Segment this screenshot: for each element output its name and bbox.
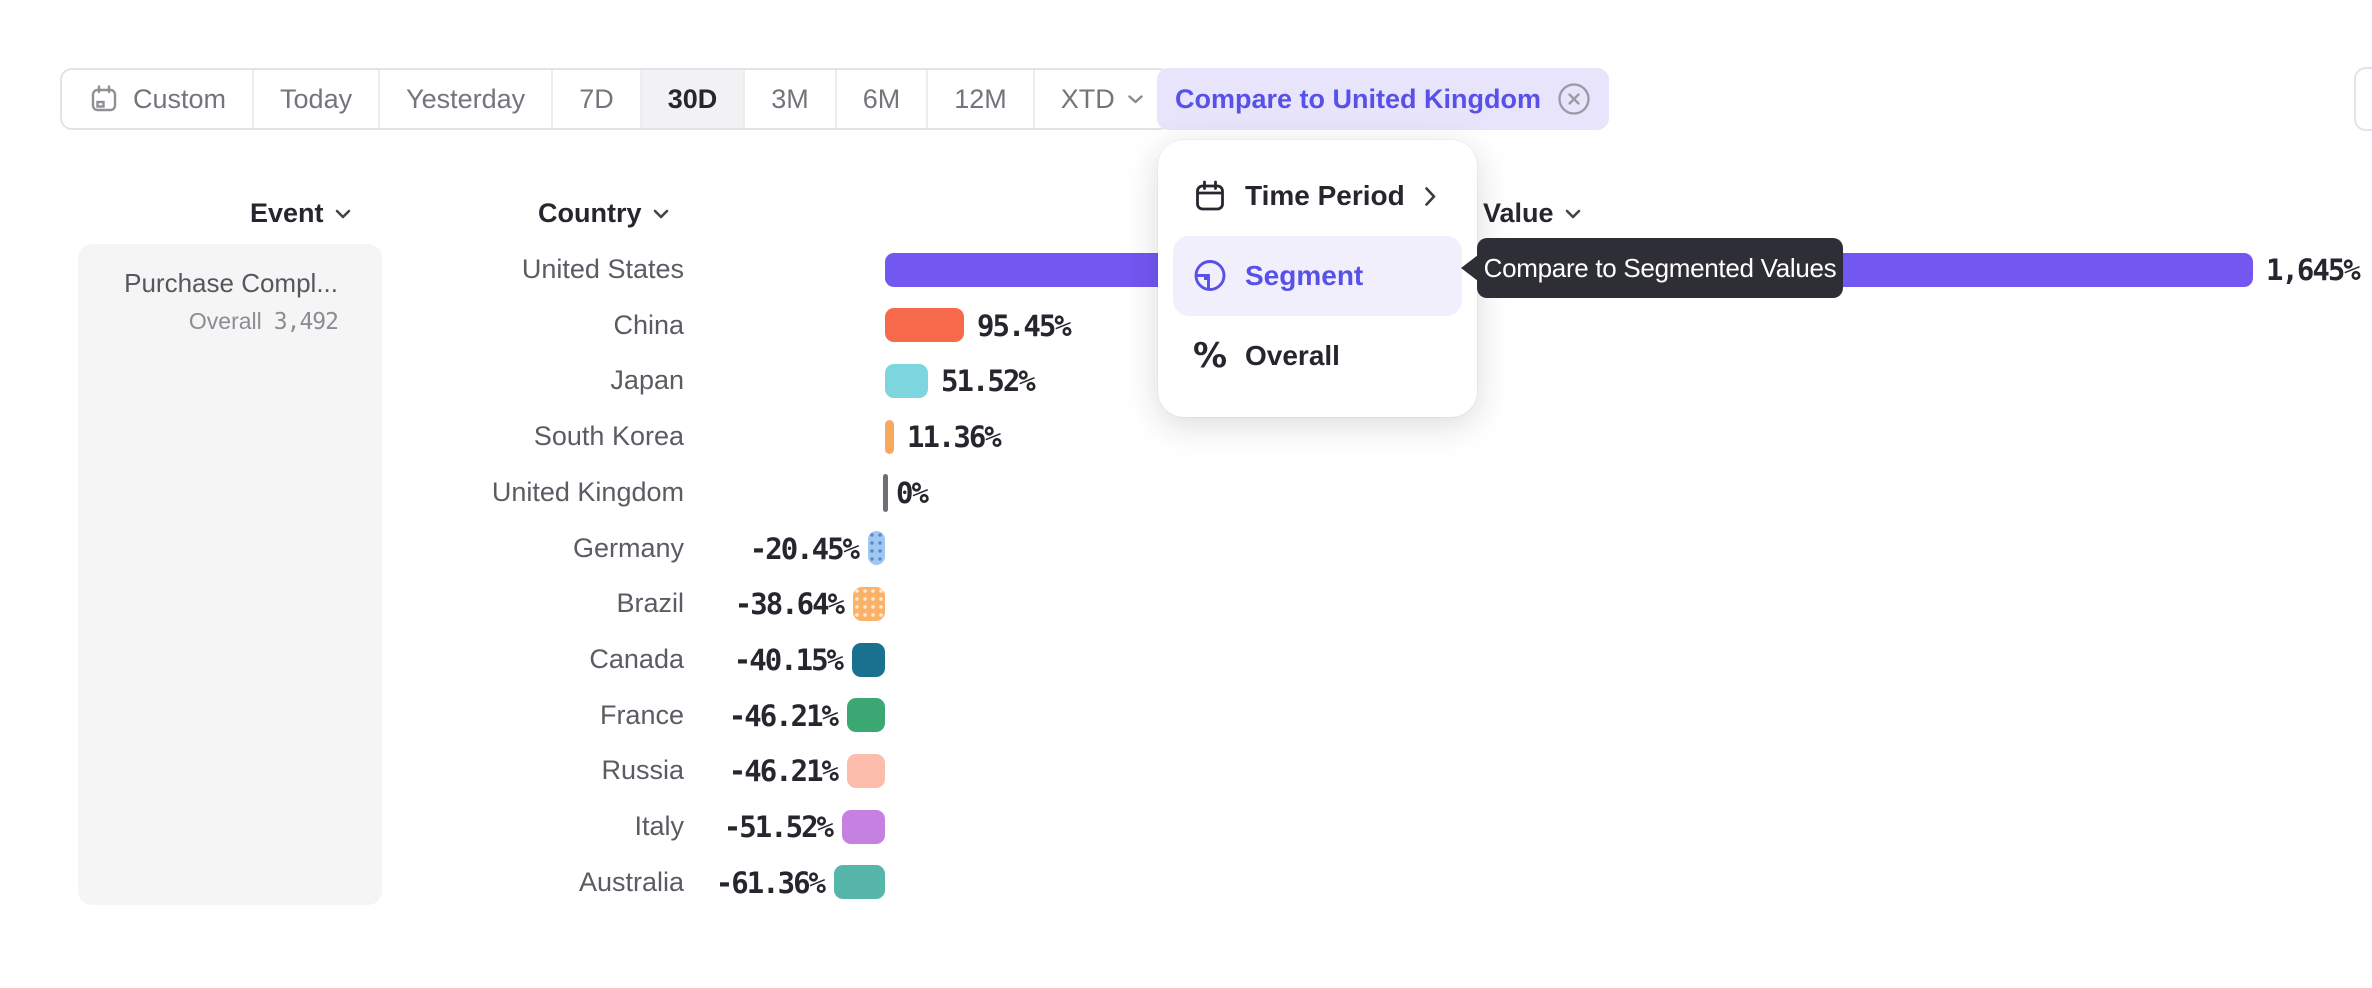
tooltip-text: Compare to Segmented Values [1483,252,1837,283]
chevron-right-icon [1425,186,1436,206]
menu-item-label: Time Period [1245,180,1405,211]
chart-row: Australia -61.36% [0,855,2372,911]
chart-bar[interactable] [883,473,888,512]
chart-bar[interactable] [834,865,885,900]
chevron-down-icon [1128,94,1143,104]
bar-value-label: -61.36% [715,865,826,900]
country-label: France [599,699,684,730]
column-header-country[interactable]: Country [538,198,669,229]
tooltip-arrow-icon [1461,255,1478,281]
country-label: Australia [578,866,684,897]
chart-bar[interactable] [847,754,885,789]
chart-row: Germany -20.45% [0,521,2372,577]
bar-value-label: 1,645% [2266,253,2361,287]
country-label: United Kingdom [491,476,684,507]
range-3m-button[interactable]: 3M [745,70,837,128]
country-label: Canada [589,643,684,674]
country-label: Japan [610,365,684,396]
chart-row: Japan 51.52% [0,353,2372,409]
column-header-event[interactable]: Event [250,198,351,229]
column-header-value[interactable]: Value [1483,198,1581,229]
chart-bar[interactable] [842,809,885,844]
bar-value-label: -38.64% [734,587,845,622]
chart-row: Canada -40.15% [0,632,2372,688]
country-label: Italy [634,811,684,841]
chart-bar[interactable] [885,419,894,454]
event-overall-row: Overall 3,492 [96,308,339,335]
chart-bar[interactable] [885,364,928,399]
range-7d-button[interactable]: 7D [553,70,642,128]
bar-value-label: 51.52% [941,364,1036,399]
range-6m-button[interactable]: 6M [837,70,929,128]
chart-row: China 95.45% [0,298,2372,354]
column-header-label: Value [1483,198,1554,228]
chevron-down-icon [653,209,668,218]
event-name: Purchase Compl... [124,268,338,298]
chart-row: Russia -46.21% [0,743,2372,799]
range-label: 30D [667,83,718,114]
calendar-icon [1192,178,1228,214]
country-label: China [613,309,684,340]
country-label: Brazil [616,588,684,619]
bar-value-label: 95.45% [977,308,1072,343]
chart-bar[interactable] [847,698,885,733]
menu-item-label: Segment [1245,260,1364,291]
segment-icon [1192,258,1228,294]
range-label: XTD [1060,83,1115,114]
tooltip: Compare to Segmented Values [1461,238,1843,298]
menu-item-overall[interactable]: % Overall [1173,316,1462,396]
range-yesterday-button[interactable]: Yesterday [380,70,554,128]
chevron-down-icon [335,209,350,218]
range-12m-button[interactable]: 12M [928,70,1035,128]
chart-row: South Korea 11.36% [0,409,2372,465]
bar-value-label: 0% [896,475,929,510]
column-header-label: Country [538,198,642,228]
overall-label: Overall [188,308,262,334]
menu-item-segment[interactable]: Segment [1173,236,1462,316]
bar-value-label: -20.45% [749,531,860,566]
bar-value-label: -40.15% [733,642,844,677]
menu-item-label: Overall [1245,340,1340,371]
range-custom-button[interactable]: Custom [62,70,255,128]
compare-chip-label: Compare to United Kingdom [1175,83,1541,114]
range-label: Yesterday [406,83,526,114]
range-label: Custom [133,83,227,114]
percent-icon: % [1192,336,1228,376]
country-label: United States [521,254,684,284]
chart-row: United Kingdom 0% [0,465,2372,521]
range-30d-button[interactable]: 30D [641,70,746,128]
event-card[interactable]: Purchase Compl... Overall 3,492 [78,244,382,905]
date-range-toolbar: Custom Today Yesterday 7D 30D 3M 6M 12M … [60,68,1171,130]
bar-value-label: -46.21% [728,698,839,733]
compare-options-menu: Time Period Segment % Overall [1158,140,1477,417]
column-header-label: Event [250,198,324,228]
range-label: 3M [771,83,809,114]
country-label: Germany [572,532,684,563]
chart-row: France -46.21% [0,688,2372,744]
chart-bar[interactable] [852,642,885,677]
bar-value-label: -46.21% [728,754,839,789]
range-xtd-dropdown[interactable]: XTD [1035,70,1169,128]
bar-value-label: 11.36% [907,420,1002,455]
chart-bar[interactable] [885,308,964,343]
range-label: Today [280,83,353,114]
overall-value: 3,492 [273,309,339,335]
clipped-edge-element [2354,67,2372,131]
menu-item-time-period[interactable]: Time Period [1173,156,1462,236]
remove-compare-icon[interactable] [1557,82,1591,116]
range-label: 7D [579,83,614,114]
bar-value-label: -51.52% [723,810,834,844]
chevron-down-icon [1565,209,1580,218]
chart-bar[interactable] [868,531,885,566]
compare-chip[interactable]: Compare to United Kingdom [1157,68,1609,130]
chart-bar[interactable] [853,586,885,621]
calendar-icon [88,83,120,115]
chart-row: Brazil -38.64% [0,576,2372,632]
range-today-button[interactable]: Today [254,70,381,128]
chart-row: Italy -51.52% [0,799,2372,855]
range-label: 12M [954,83,1007,114]
country-label: Russia [601,755,684,786]
range-label: 6M [862,83,901,114]
country-label: South Korea [533,421,684,452]
